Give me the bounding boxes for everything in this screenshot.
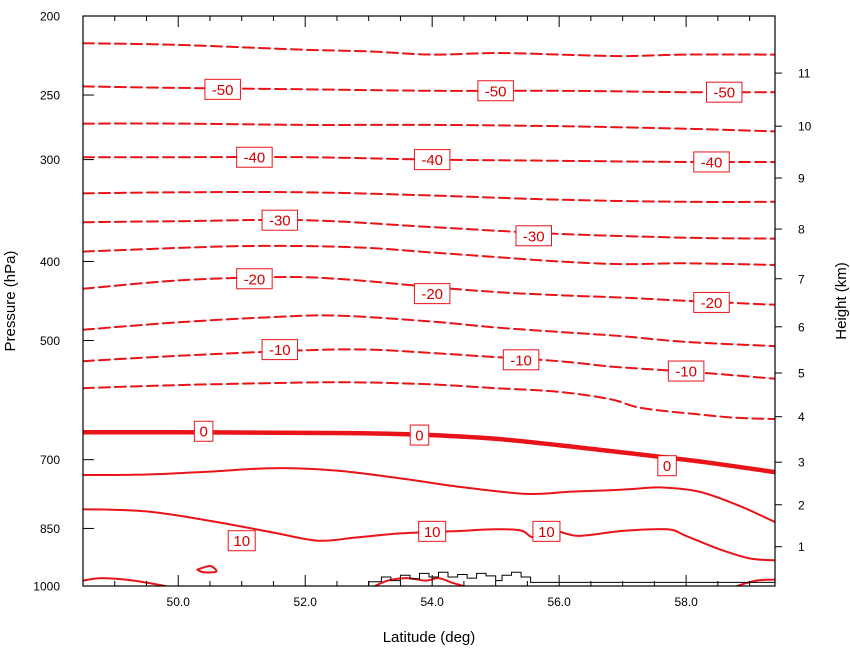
terrain-outline <box>83 571 775 586</box>
contour-label: -30 <box>261 209 299 231</box>
isotherm-line <box>83 190 775 203</box>
contour-label: -10 <box>502 349 540 371</box>
svg-text:0: 0 <box>663 458 671 475</box>
svg-text:0: 0 <box>199 424 207 441</box>
pressure-tick-label: 500 <box>40 334 60 348</box>
contour-label: -40 <box>236 146 273 168</box>
svg-text:-50: -50 <box>485 83 507 100</box>
height-tick-label: 8 <box>798 223 805 237</box>
svg-text:-40: -40 <box>244 150 266 167</box>
terrain-line <box>83 571 775 586</box>
x-tick-label: 58.0 <box>674 595 698 609</box>
height-tick-label: 3 <box>798 456 805 470</box>
x-tick-label: 50.0 <box>167 595 191 609</box>
contour-label: -10 <box>261 339 299 361</box>
svg-text:-50: -50 <box>713 85 735 102</box>
isotherm-line <box>83 42 775 58</box>
height-axis-title: Height (km) <box>833 262 850 340</box>
contour-label: -30 <box>515 225 553 247</box>
contour-label: 0 <box>409 424 430 446</box>
contour-label: -10 <box>667 360 705 382</box>
pressure-tick-label: 850 <box>40 522 60 536</box>
pressure-tick-label: 700 <box>40 453 60 467</box>
isotherm-line <box>83 122 775 133</box>
pressure-tick-label: 400 <box>40 255 60 269</box>
isotherm-line <box>83 577 167 586</box>
contour-label: -50 <box>477 80 514 102</box>
pressure-axis-title: Pressure (hPa) <box>2 251 19 352</box>
isotherm-line <box>83 85 775 94</box>
x-axis-title: Latitude (deg) <box>383 629 476 646</box>
svg-text:-20: -20 <box>244 271 266 288</box>
pressure-tick-label: 250 <box>40 89 60 103</box>
isotherm-line <box>83 508 775 562</box>
contour-label: -40 <box>413 149 451 171</box>
height-tick-label: 1 <box>798 540 805 554</box>
x-tick-label: 54.0 <box>420 595 444 609</box>
height-tick-label: 4 <box>798 410 805 424</box>
plot-frame <box>82 15 776 587</box>
x-tick-label: 56.0 <box>547 595 571 609</box>
svg-text:-10: -10 <box>510 352 532 369</box>
contour-label: -20 <box>236 268 273 290</box>
contour-label: 10 <box>418 520 447 542</box>
svg-text:10: 10 <box>424 524 441 541</box>
contour-label: 10 <box>532 520 561 542</box>
svg-text:10: 10 <box>233 533 250 550</box>
contour-label: -20 <box>693 291 730 313</box>
contour-label: 0 <box>193 420 214 442</box>
svg-text:-40: -40 <box>701 154 723 171</box>
isotherm-line <box>196 564 218 574</box>
isotherm-line <box>83 156 775 164</box>
isotherm-line <box>83 467 775 524</box>
svg-text:-10: -10 <box>269 342 291 359</box>
contour-label: 10 <box>227 530 256 552</box>
isotherm-line <box>374 577 465 586</box>
contour-label: -20 <box>413 283 451 305</box>
height-tick-label: 5 <box>798 366 805 380</box>
svg-text:-10: -10 <box>675 364 697 381</box>
height-tick-label: 9 <box>798 172 805 186</box>
isotherm-line <box>735 578 775 586</box>
pressure-tick-label: 300 <box>40 153 60 167</box>
svg-text:-40: -40 <box>421 152 443 169</box>
height-tick-label: 10 <box>798 120 812 134</box>
contour-labels: -50 -50 -50 -40 -40 -40 -30 -30 -20 -20 -20 -10 -10 -… <box>193 78 743 552</box>
isotherm-line <box>83 244 775 266</box>
isotherm-line <box>83 314 775 348</box>
height-tick-label: 11 <box>798 67 811 81</box>
pressure-tick-label: 1000 <box>33 580 60 594</box>
contour-label: 0 <box>657 455 677 477</box>
x-tick-label: 52.0 <box>294 595 318 609</box>
isotherm-line <box>83 348 775 380</box>
pressure-tick-label: 200 <box>40 10 60 24</box>
svg-text:0: 0 <box>415 428 423 445</box>
height-tick-label: 2 <box>798 498 805 512</box>
height-tick-label: 6 <box>798 320 805 334</box>
contour-label: -40 <box>693 151 730 173</box>
svg-text:-20: -20 <box>701 295 723 312</box>
height-tick-label: 7 <box>798 272 805 286</box>
isotherm-line <box>83 381 775 420</box>
contour-label: -50 <box>204 78 241 100</box>
contour-label: -50 <box>705 81 743 103</box>
svg-text:10: 10 <box>538 524 555 541</box>
svg-text:-50: -50 <box>212 82 234 99</box>
isotherm-line <box>83 218 775 240</box>
height-axis-ticks: 1 2 3 4 5 6 7 8 9 10 11 <box>775 67 812 554</box>
pressure-axis-ticks: 200 250 300 400 500 700 850 1000 <box>33 10 94 594</box>
svg-text:-20: -20 <box>421 286 443 303</box>
svg-text:-30: -30 <box>523 228 545 245</box>
isotherm-contours <box>83 42 775 586</box>
x-axis-ticks: 50.0 52.0 54.0 56.0 58.0 <box>82 16 751 609</box>
svg-text:-30: -30 <box>269 213 291 230</box>
